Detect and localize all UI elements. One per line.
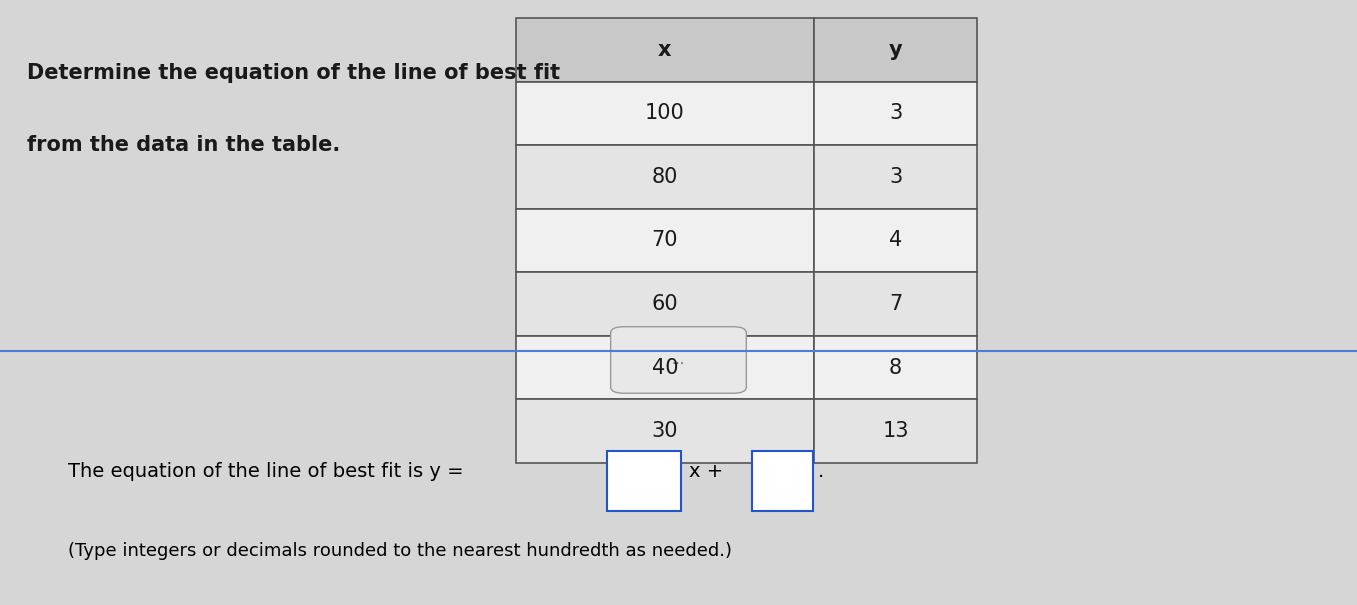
Bar: [814, 145, 977, 209]
Text: 40: 40: [651, 358, 678, 378]
Bar: [516, 209, 814, 272]
Bar: [814, 209, 977, 272]
Bar: [607, 451, 681, 511]
Text: 70: 70: [651, 231, 678, 250]
Bar: [814, 18, 977, 82]
Text: x +: x +: [689, 462, 723, 482]
Bar: [516, 145, 814, 209]
Bar: [516, 399, 814, 463]
Bar: [814, 336, 977, 399]
Bar: [516, 18, 814, 82]
Text: 3: 3: [889, 103, 902, 123]
Bar: [516, 272, 814, 336]
Bar: [516, 336, 814, 399]
Text: .: .: [818, 462, 825, 482]
Text: 8: 8: [889, 358, 902, 378]
FancyBboxPatch shape: [611, 327, 746, 393]
Text: Determine the equation of the line of best fit: Determine the equation of the line of be…: [27, 62, 560, 83]
Text: 80: 80: [651, 167, 678, 187]
Text: ...: ...: [672, 353, 685, 367]
Text: x: x: [658, 40, 672, 60]
Text: 13: 13: [882, 421, 909, 441]
Text: 100: 100: [645, 103, 685, 123]
Text: 3: 3: [889, 167, 902, 187]
Text: The equation of the line of best fit is y =: The equation of the line of best fit is …: [68, 462, 464, 482]
Bar: [752, 451, 813, 511]
Bar: [516, 82, 814, 145]
Text: from the data in the table.: from the data in the table.: [27, 135, 341, 155]
Text: 4: 4: [889, 231, 902, 250]
Text: 30: 30: [651, 421, 678, 441]
Text: 7: 7: [889, 294, 902, 314]
Text: (Type integers or decimals rounded to the nearest hundredth as needed.): (Type integers or decimals rounded to th…: [68, 541, 731, 560]
Text: y: y: [889, 40, 902, 60]
Bar: [814, 399, 977, 463]
Bar: [814, 272, 977, 336]
Bar: [814, 82, 977, 145]
Text: 60: 60: [651, 294, 678, 314]
